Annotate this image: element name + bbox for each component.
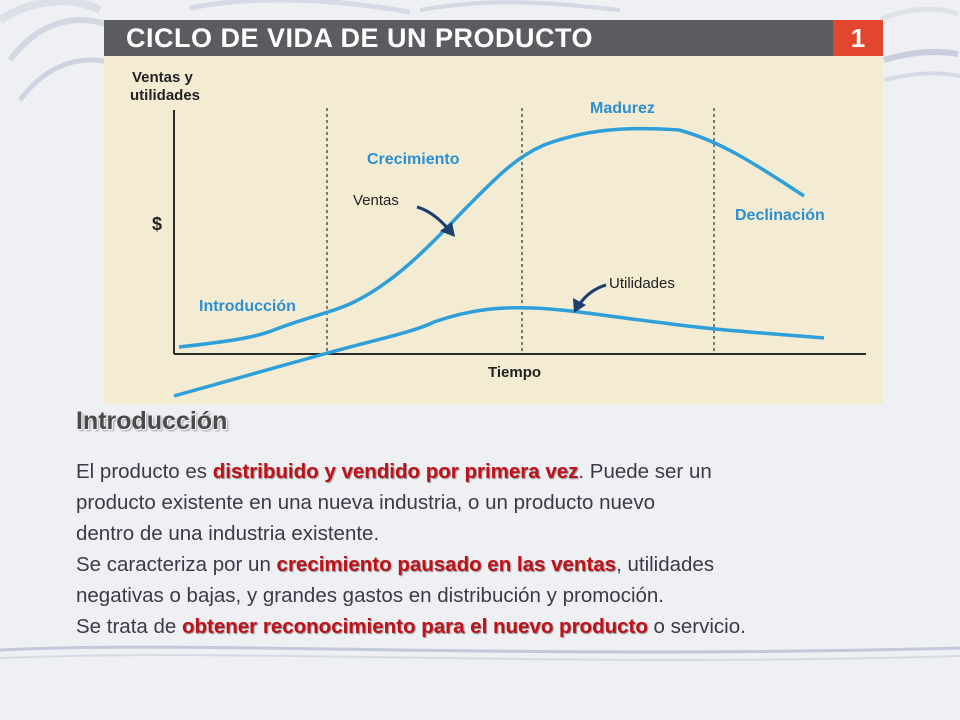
y-axis-label-line2: utilidades — [130, 87, 200, 104]
curve-label-ventas: Ventas — [353, 192, 399, 209]
y-axis-currency-symbol: $ — [152, 214, 162, 234]
text-line-6-start: Se trata de — [76, 615, 182, 638]
lifecycle-diagram: Ventas y utilidades $ Tiempo Introducció… — [130, 69, 866, 398]
curve-label-utilidades: Utilidades — [609, 275, 675, 292]
figure-header-bar: CICLO DE VIDA DE UN PRODUCTO 1 — [104, 20, 883, 56]
stage-label-madurez: Madurez — [590, 100, 655, 117]
highlight-distribution: distribuido y vendido por primera vez — [212, 460, 579, 483]
profits-curve — [173, 305, 825, 398]
text-line-3: dentro de una industria existente. — [76, 522, 380, 545]
text-line-4-end: , utilidades — [616, 553, 715, 576]
highlight-slow-growth: crecimiento pausado en las ventas — [276, 553, 617, 576]
stage-label-declinacion: Declinación — [735, 207, 825, 224]
y-axis-label-line1: Ventas y — [132, 69, 194, 86]
text-line-4: Se caracteriza por un crecimiento pausad… — [76, 549, 936, 580]
sales-arrowhead — [440, 222, 455, 237]
text-line-1: El producto es distribuido y vendido por… — [76, 456, 936, 487]
text-line-6-end: o servicio. — [647, 615, 746, 638]
text-line-4-start: Se caracteriza por un — [76, 553, 277, 576]
text-line-6: Se trata de obtener reconocimiento para … — [76, 611, 936, 642]
figure-number: 1 — [850, 23, 866, 53]
profits-arrowhead — [573, 298, 586, 313]
x-axis-label: Tiempo — [488, 364, 541, 381]
stage-label-crecimiento: Crecimiento — [367, 151, 460, 168]
text-line-5: negativas o bajas, y grandes gastos en d… — [76, 584, 665, 607]
section-heading: Introducción — [76, 407, 228, 435]
sales-curve — [178, 126, 805, 349]
stage-label-introduccion: Introducción — [199, 298, 296, 315]
product-lifecycle-figure: Ventas y utilidades $ Tiempo Introducció… — [104, 20, 883, 404]
figure-title: CICLO DE VIDA DE UN PRODUCTO — [126, 23, 594, 53]
profits-arrow — [577, 283, 607, 306]
figure-number-badge: 1 — [833, 20, 883, 56]
text-line-2: producto existente en una nueva industri… — [76, 491, 655, 514]
text-line-1-start: El producto es — [76, 460, 213, 483]
sales-arrow — [416, 205, 451, 231]
text-line-1-end: . Puede ser un — [578, 460, 712, 483]
body-paragraph: El producto es distribuido y vendido por… — [76, 456, 936, 642]
highlight-recognition: obtener reconocimiento para el nuevo pro… — [181, 615, 648, 638]
